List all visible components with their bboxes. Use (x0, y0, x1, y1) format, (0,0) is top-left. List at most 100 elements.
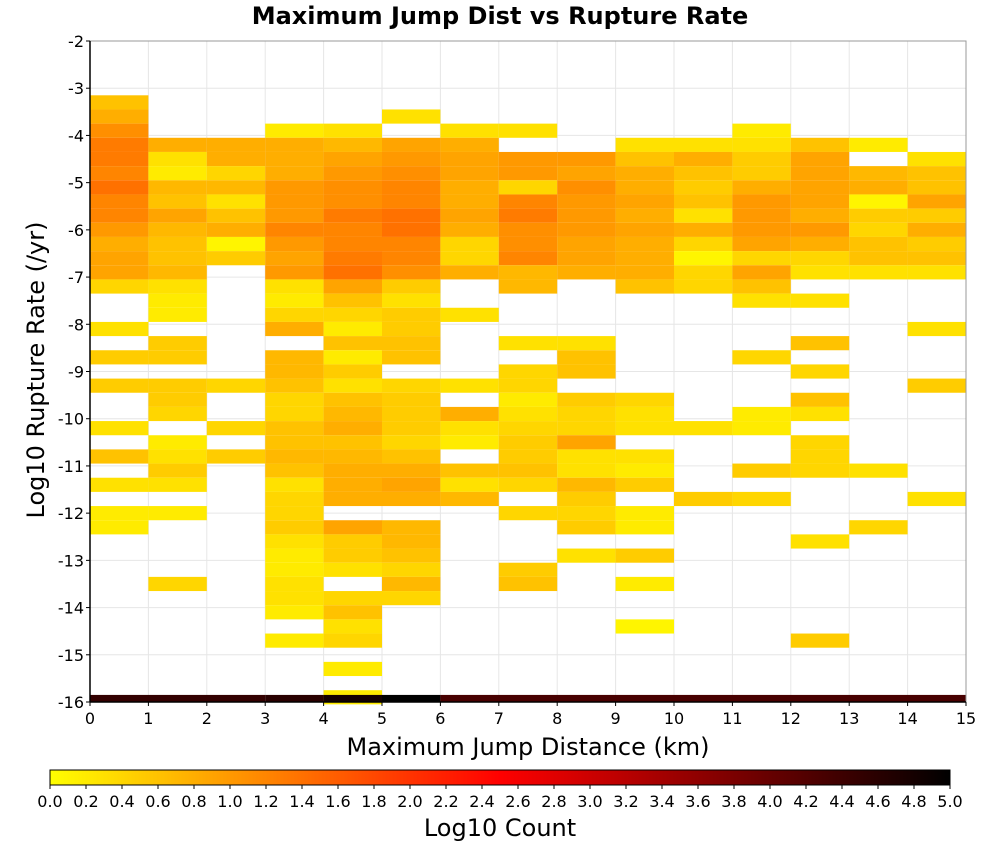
heatmap-cell (265, 506, 324, 521)
heatmap-cell (323, 435, 382, 450)
heatmap-cell (498, 279, 558, 294)
y-tick-label: -14 (58, 599, 84, 618)
heatmap-cell (265, 548, 324, 563)
heatmap-cell-bottom (382, 694, 441, 702)
heatmap-cell (615, 265, 674, 280)
heatmap-cell-bottom (323, 694, 382, 702)
colorbar-tick-label: 1.8 (361, 792, 386, 811)
heatmap-cell (323, 336, 382, 351)
heatmap-cell (382, 265, 441, 280)
heatmap-cell (615, 463, 674, 478)
colorbar-tick-label: 4.6 (865, 792, 890, 811)
x-tick-label: 9 (611, 709, 621, 728)
heatmap-cell (382, 463, 441, 478)
heatmap-cell (498, 236, 558, 252)
heatmap-cell (907, 265, 966, 280)
heatmap-cell (148, 265, 207, 280)
heatmap-cell (323, 279, 382, 294)
colorbar-tick-label: 3.8 (721, 792, 746, 811)
heatmap-cell (732, 222, 791, 237)
heatmap-cell (90, 137, 149, 152)
heatmap-cell (206, 236, 266, 252)
heatmap-cell (148, 279, 207, 294)
heatmap-cell (382, 251, 441, 266)
heatmap-cell (265, 194, 324, 209)
heatmap-cell (90, 251, 149, 266)
heatmap-cell (615, 151, 674, 167)
heatmap-cell (382, 137, 441, 152)
heatmap-cell (323, 421, 382, 436)
heatmap-cell (323, 350, 382, 365)
heatmap-cell (498, 506, 558, 521)
heatmap-cell (440, 477, 499, 492)
heatmap-cell (790, 236, 850, 252)
heatmap-cell (674, 166, 733, 181)
heatmap-cell (849, 222, 908, 237)
heatmap-cell (498, 406, 558, 422)
heatmap-cell (907, 180, 966, 195)
x-tick-label: 12 (781, 709, 801, 728)
heatmap-cell (323, 491, 382, 507)
heatmap-cell (440, 463, 499, 478)
colorbar-tick-label: 3.6 (685, 792, 710, 811)
heatmap-cell (265, 137, 324, 152)
y-tick-label: -4 (68, 126, 84, 145)
heatmap-cell (148, 137, 207, 152)
colorbar-tick-label: 5.0 (937, 792, 962, 811)
heatmap-cell (90, 449, 149, 464)
heatmap-cell (206, 137, 266, 152)
heatmap-cell (790, 633, 850, 648)
heatmap-cell (90, 520, 149, 535)
heatmap-cell (732, 251, 791, 266)
colorbar-tick-label: 2.8 (541, 792, 566, 811)
heatmap-cell (323, 364, 382, 379)
heatmap-cell (90, 151, 149, 167)
heatmap-cell (557, 449, 616, 464)
heatmap-cell (790, 265, 850, 280)
heatmap-cell (498, 208, 558, 223)
heatmap-cell (907, 151, 966, 167)
heatmap-cell (790, 166, 850, 181)
heatmap-cell (323, 222, 382, 237)
heatmap-cell (265, 180, 324, 195)
heatmap-cell (265, 265, 324, 280)
heatmap-cell (323, 520, 382, 535)
heatmap-cell (498, 336, 558, 351)
colorbar-tick-label: 2.0 (397, 792, 422, 811)
heatmap-cell (323, 251, 382, 266)
heatmap-cell (265, 392, 324, 407)
colorbar-ticks: 0.0 0.2 0.4 0.6 0.8 1.0 1.2 1.4 1.6 1.8 2.0 2.2 2.4 2… (37, 785, 963, 811)
heatmap-cell (732, 406, 791, 422)
heatmap-cell (790, 137, 850, 152)
colorbar-tick-label: 2.2 (433, 792, 458, 811)
colorbar-label: Log10 Count (424, 814, 576, 842)
heatmap-cell (674, 222, 733, 237)
heatmap-cell (323, 605, 382, 620)
heatmap-cell (498, 194, 558, 209)
heatmap-cell (674, 421, 733, 436)
heatmap-cell (615, 520, 674, 535)
heatmap-cell (206, 378, 266, 393)
heatmap-cell (323, 591, 382, 606)
heatmap-cell (907, 251, 966, 266)
heatmap-cell (615, 506, 674, 521)
heatmap-cell (440, 222, 499, 237)
heatmap-cell (90, 123, 149, 138)
chart-title: Maximum Jump Dist vs Rupture Rate (252, 2, 749, 30)
y-axis-label: Log10 Rupture Rate (/yr) (22, 222, 50, 519)
heatmap-cell (615, 180, 674, 195)
heatmap-cell (382, 236, 441, 252)
heatmap-cell (732, 194, 791, 209)
heatmap-cell (615, 222, 674, 237)
heatmap-cell (265, 208, 324, 223)
heatmap-cell (265, 576, 324, 592)
heatmap-cell (382, 307, 441, 322)
heatmap-cell (732, 265, 791, 280)
heatmap-cell (382, 109, 441, 124)
heatmap-cell (206, 166, 266, 181)
heatmap-cell (265, 151, 324, 167)
heatmap-cell (323, 151, 382, 167)
heatmap-cell (265, 307, 324, 322)
colorbar-tick-label: 3.2 (613, 792, 638, 811)
heatmap-cell (382, 562, 441, 577)
